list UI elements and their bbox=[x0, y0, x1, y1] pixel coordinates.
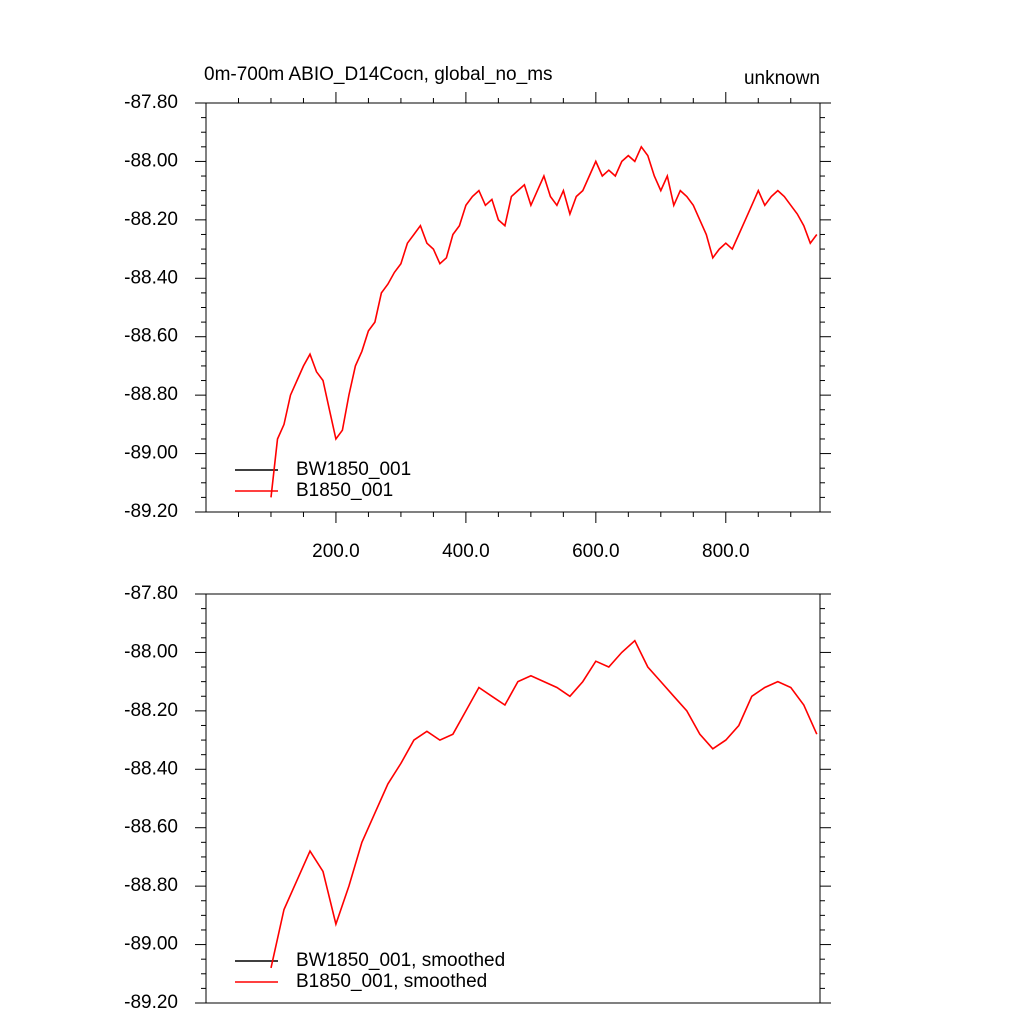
chart-subtitle: unknown bbox=[744, 68, 820, 89]
y-tick-label: -88.80 bbox=[124, 384, 178, 405]
y-tick-label: -88.60 bbox=[124, 817, 178, 838]
legend-label: B1850_001, smoothed bbox=[296, 971, 487, 992]
y-tick-label: -88.20 bbox=[124, 209, 178, 230]
y-tick-label: -88.40 bbox=[124, 758, 178, 779]
x-tick-label: 600.0 bbox=[572, 541, 620, 562]
x-tick-label: 200.0 bbox=[312, 541, 360, 562]
x-tick-label: 400.0 bbox=[442, 541, 490, 562]
y-tick-label: -88.60 bbox=[124, 326, 178, 347]
legend-label: BW1850_001 bbox=[296, 459, 411, 480]
y-tick-label: -89.00 bbox=[124, 443, 178, 464]
x-tick-label: 800.0 bbox=[702, 541, 750, 562]
series-line bbox=[270, 639, 818, 969]
y-tick-label: -88.20 bbox=[124, 700, 178, 721]
y-tick-label: -89.20 bbox=[124, 992, 178, 1013]
y-tick-label: -88.80 bbox=[124, 875, 178, 896]
plot-frame bbox=[205, 102, 821, 513]
y-tick-label: -88.00 bbox=[124, 150, 178, 171]
y-tick-label: -88.40 bbox=[124, 267, 178, 288]
series-line bbox=[270, 145, 818, 498]
y-tick-label: -89.00 bbox=[124, 934, 178, 955]
chart-title: 0m-700m ABIO_D14Cocn, global_no_ms bbox=[204, 64, 553, 85]
y-tick-label: -87.80 bbox=[124, 92, 178, 113]
legend-label: B1850_001 bbox=[296, 480, 393, 501]
y-tick-label: -87.80 bbox=[124, 583, 178, 604]
y-tick-label: -88.00 bbox=[124, 641, 178, 662]
y-tick-label: -89.20 bbox=[124, 501, 178, 522]
legend-label: BW1850_001, smoothed bbox=[296, 950, 505, 971]
plot-frame bbox=[205, 593, 821, 1004]
